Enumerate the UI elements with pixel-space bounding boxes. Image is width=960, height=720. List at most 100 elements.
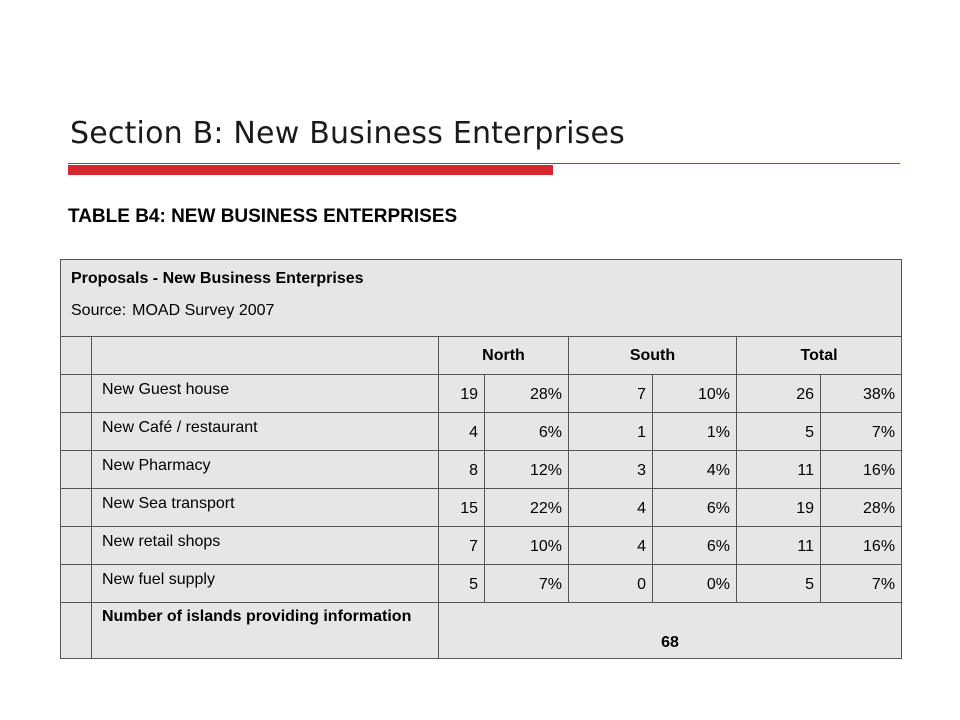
cell-value: 4 [637, 538, 646, 555]
cell-value: 4% [706, 462, 730, 479]
cell-south-n: 3 [568, 450, 653, 489]
cell-value: 3 [637, 462, 646, 479]
row-label-cell: New retail shops [91, 526, 439, 565]
cell-value: 11 [797, 462, 814, 479]
row-label-cell: New Pharmacy [91, 450, 439, 489]
cell-value: 5 [469, 576, 478, 593]
row-label-cell: New Sea transport [91, 488, 439, 527]
cell-value: 0% [706, 576, 730, 593]
cell-south-p: 0% [652, 564, 737, 603]
cell-value: 22% [529, 500, 562, 517]
cell-north-p: 7% [484, 564, 569, 603]
islands-value: 68 [661, 634, 679, 651]
cell-value: 28% [863, 500, 896, 517]
cell-value: 19 [796, 500, 814, 517]
table-caption-cell: Proposals - New Business Enterprises Sou… [59, 259, 903, 337]
row-blank [60, 488, 92, 527]
title-rule-thick [68, 165, 553, 175]
source-value: MOAD Survey 2007 [132, 302, 275, 319]
islands-blank [60, 602, 92, 659]
cell-total-n: 11 [736, 450, 821, 489]
cell-south-p: 6% [652, 488, 737, 527]
header-blank-1 [60, 336, 92, 375]
row-blank [60, 412, 92, 451]
column-header-north: North [438, 336, 569, 375]
table-row: New fuel supply 5 7% 0 0% 5 7% [60, 564, 903, 603]
cell-value: 10% [697, 386, 730, 403]
cell-north-n: 19 [438, 374, 485, 413]
cell-value: 6% [538, 424, 562, 441]
cell-value: 4 [469, 424, 478, 441]
cell-value: 6% [706, 538, 730, 555]
cell-value: 26 [796, 386, 814, 403]
table-source: Source: MOAD Survey 2007 [71, 302, 891, 320]
row-label: New fuel supply [102, 571, 215, 588]
row-blank [60, 450, 92, 489]
cell-north-n: 7 [438, 526, 485, 565]
cell-value: 19 [460, 386, 478, 403]
row-label: New Pharmacy [102, 457, 211, 474]
cell-north-n: 5 [438, 564, 485, 603]
table-row: New Café / restaurant 4 6% 1 1% 5 7% [60, 412, 903, 451]
cell-total-p: 7% [819, 564, 903, 603]
cell-total-p: 38% [819, 374, 903, 413]
cell-value: 4 [637, 500, 646, 517]
cell-north-p: 12% [484, 450, 569, 489]
cell-value: 6% [706, 500, 730, 517]
cell-value: 1 [637, 424, 646, 441]
cell-total-n: 19 [736, 488, 821, 527]
column-header-total: Total [735, 336, 903, 375]
cell-value: 11 [797, 538, 814, 555]
cell-south-n: 0 [568, 564, 653, 603]
table-row: New Pharmacy 8 12% 3 4% 11 16% [60, 450, 903, 489]
title-rule-thin [68, 163, 900, 164]
row-blank [60, 564, 92, 603]
islands-value-cell: 68 [437, 602, 903, 659]
cell-value: 7 [469, 538, 478, 555]
table-row: New Sea transport 15 22% 4 6% 19 28% [60, 488, 903, 527]
cell-north-n: 15 [438, 488, 485, 527]
cell-total-n: 5 [736, 412, 821, 451]
cell-north-n: 4 [438, 412, 485, 451]
row-blank [60, 374, 92, 413]
cell-value: 5 [805, 424, 814, 441]
cell-south-n: 4 [568, 526, 653, 565]
cell-north-n: 8 [438, 450, 485, 489]
header-blank-2 [91, 336, 439, 375]
cell-south-n: 4 [568, 488, 653, 527]
cell-value: 0 [637, 576, 646, 593]
cell-total-p: 28% [819, 488, 903, 527]
row-label-cell: New Guest house [91, 374, 439, 413]
row-label-cell: New fuel supply [91, 564, 439, 603]
cell-value: 7 [637, 386, 646, 403]
cell-value: 7% [538, 576, 562, 593]
cell-total-n: 26 [736, 374, 821, 413]
cell-value: 10% [529, 538, 562, 555]
cell-total-p: 16% [819, 450, 903, 489]
cell-total-n: 11 [736, 526, 821, 565]
cell-south-n: 7 [568, 374, 653, 413]
row-label: New Café / restaurant [102, 419, 258, 436]
column-header-south: South [568, 336, 737, 375]
cell-south-p: 6% [652, 526, 737, 565]
cell-north-p: 22% [484, 488, 569, 527]
row-label-cell: New Café / restaurant [91, 412, 439, 451]
cell-north-p: 6% [484, 412, 569, 451]
islands-label-cell: Number of islands providing information [91, 602, 439, 659]
cell-value: 16% [863, 538, 896, 555]
cell-south-p: 4% [652, 450, 737, 489]
cell-south-p: 10% [652, 374, 737, 413]
row-label: New Sea transport [102, 495, 235, 512]
cell-value: 8 [469, 462, 478, 479]
cell-total-p: 16% [819, 526, 903, 565]
row-label: New retail shops [102, 533, 221, 550]
cell-north-p: 28% [484, 374, 569, 413]
cell-value: 38% [863, 386, 896, 403]
cell-value: 5 [805, 576, 814, 593]
table-caption: Proposals - New Business Enterprises [71, 270, 364, 287]
cell-value: 1% [706, 424, 730, 441]
cell-value: 7% [871, 424, 896, 441]
table-row: New Guest house 19 28% 7 10% 26 38% [60, 374, 903, 413]
row-label: New Guest house [102, 381, 230, 398]
islands-row: Number of islands providing information … [60, 602, 903, 659]
